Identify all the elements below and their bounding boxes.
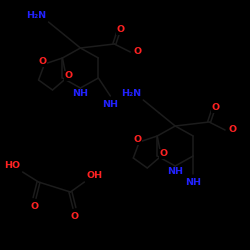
Text: NH: NH: [185, 178, 201, 187]
Text: OH: OH: [86, 171, 102, 180]
Text: O: O: [133, 48, 141, 56]
Text: O: O: [211, 104, 219, 112]
Text: NH: NH: [102, 100, 118, 109]
Text: H₂N: H₂N: [121, 89, 141, 98]
Text: O: O: [30, 202, 38, 211]
Text: O: O: [228, 126, 236, 134]
Text: NH: NH: [167, 167, 183, 176]
Text: O: O: [70, 212, 78, 221]
Text: H₂N: H₂N: [26, 11, 46, 20]
Text: NH: NH: [72, 89, 88, 98]
Text: O: O: [64, 72, 72, 80]
Text: O: O: [133, 136, 141, 144]
Text: O: O: [159, 150, 167, 158]
Text: HO: HO: [4, 161, 20, 170]
Text: O: O: [116, 26, 124, 35]
Text: O: O: [38, 58, 46, 66]
